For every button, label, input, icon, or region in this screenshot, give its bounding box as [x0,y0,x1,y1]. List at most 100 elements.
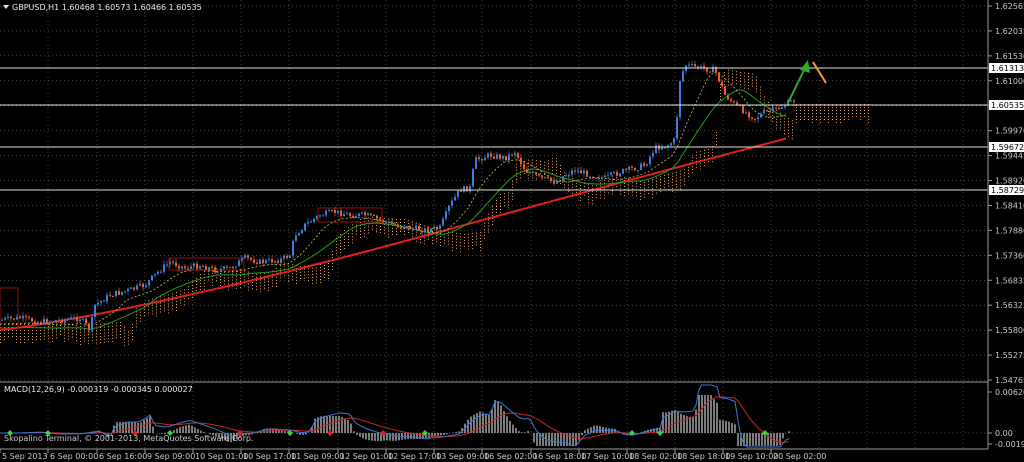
cloud-dot [256,279,257,281]
down-arrow-icon[interactable] [812,61,827,84]
candle-body [289,255,291,258]
cloud-dot [428,235,429,237]
dropdown-triangle-icon[interactable] [3,5,9,9]
candle-body [229,266,231,268]
time-axis[interactable]: 5 Sep 2013 6 Sep 00:00 6 Sep 16:00 9 Sep 09… [0,449,826,461]
cloud-dot [84,337,85,339]
cloud-dot [756,79,757,81]
cloud-dot [48,335,49,337]
cloud-dot [360,219,361,220]
cloud-dot [868,113,869,114]
user-rectangle-2[interactable] [317,207,383,223]
cloud-dot [0,324,1,325]
cloud-dot [100,339,101,340]
cloud-dot [348,239,349,240]
forecast-arrows[interactable] [787,60,827,104]
cloud-dot [820,119,821,120]
cloud-dot [836,110,837,111]
cloud-dot [468,239,469,241]
candle-body [148,280,150,286]
cloud-dot [540,164,541,165]
cloud-dot [332,254,333,255]
cloud-dot [700,156,701,158]
cloud-dot [572,186,573,188]
cloud-dot [428,232,429,234]
cloud-dot [524,170,525,171]
cloud-dot [356,224,357,226]
cloud-dot [416,231,417,233]
horizontal-level-lines[interactable] [0,67,988,191]
cloud-dot [712,149,713,151]
cloud-dot [564,187,565,189]
cloud-dot [52,322,53,324]
cloud-dot [788,129,789,131]
cloud-dot [768,111,769,112]
cloud-dot [712,161,713,163]
cloud-dot [260,273,261,275]
cloud-dot [32,336,33,337]
cloud-dot [544,161,545,163]
cloud-dot [148,306,149,308]
cloud-dot [88,334,89,336]
candle-body [436,226,438,229]
cloud-dot [316,267,317,269]
cloud-dot [240,284,241,285]
cloud-dot [316,273,317,275]
cloud-dot [552,169,553,171]
cloud-dot [232,270,233,272]
cloud-dot [604,182,605,184]
cloud-dot [684,178,685,180]
cloud-dot [108,326,109,328]
cloud-dot [148,300,149,302]
cloud-dot [400,222,401,223]
cloud-dot [736,80,737,82]
cloud-dot [388,236,389,238]
cloud-dot [44,326,45,328]
price-tick-label: 1.58410 [995,201,1024,210]
cloud-dot [292,263,293,265]
cloud-dot [220,282,221,283]
cloud-dot [408,229,409,230]
candle-body [370,213,372,215]
cloud-dot [688,172,689,174]
cloud-dot [340,234,341,235]
candle-body [166,264,168,266]
up-arrow-shaft[interactable] [787,67,806,104]
cloud-dot [656,177,657,179]
candle-body [445,211,447,219]
cloud-dot [336,244,337,245]
user-rectangle-1[interactable] [168,257,245,271]
cloud-dot [580,185,581,186]
cloud-dot [848,113,849,114]
candle-body [460,190,462,193]
cloud-dot [288,277,289,279]
cloud-dot [756,85,757,87]
cloud-dot [456,241,457,243]
cloud-dot [432,231,433,232]
candle-body [730,99,732,102]
cloud-dot [684,181,685,183]
candle-body [262,259,264,264]
main-chart-pane[interactable]: GBPUSD,H1 1.60468 1.60573 1.60466 1.6053… [0,0,988,381]
candle-body [721,81,723,87]
cloud-dot [212,284,213,286]
cloud-dot [152,307,153,309]
user-rectangle-3[interactable] [0,287,19,329]
cloud-dot [232,273,233,275]
cloud-dot [452,232,453,234]
macd-pane[interactable]: MACD(12,26,9) -0.000319 -0.000345 0.0000… [0,383,1024,449]
cloud-dot [404,222,405,223]
cloud-dot [348,233,349,234]
up-arrow-icon[interactable] [800,60,810,73]
cloud-dot [532,171,533,173]
cloud-dot [512,180,513,182]
candle-body [325,210,327,216]
time-tick-label: 20 Sep 02:00 [773,452,826,461]
cloud-dot [380,226,381,227]
macd-signal-marker [237,430,243,436]
cloud-dot [732,79,733,81]
cloud-dot [824,110,825,111]
cloud-dot [680,182,681,184]
cloud-dot [56,337,57,339]
